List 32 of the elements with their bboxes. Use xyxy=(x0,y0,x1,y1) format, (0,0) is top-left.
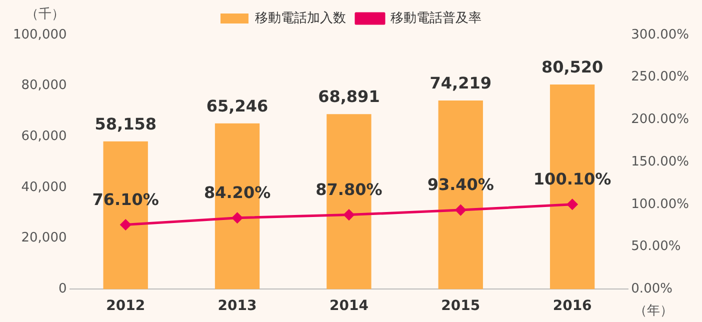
x-tick-label: 2012 xyxy=(106,298,146,314)
legend-label: 移動電話普及率 xyxy=(390,10,482,26)
y2-tick-label: 250.00% xyxy=(631,70,690,85)
y-tick-label: 80,000 xyxy=(21,78,67,94)
point xyxy=(120,219,131,230)
point xyxy=(232,212,243,224)
y-tick-label: 100,000 xyxy=(12,27,67,42)
y-axis-title: （千） xyxy=(26,6,64,22)
data-label: 68,891 xyxy=(318,87,380,106)
point xyxy=(567,199,578,210)
y2-tick-label: 150.00% xyxy=(631,154,690,170)
y-tick-label: 40,000 xyxy=(21,180,67,195)
point xyxy=(344,210,354,220)
y-tick-label: 60,000 xyxy=(21,129,67,144)
x-tick-label: 2015 xyxy=(441,298,480,314)
y2-tick-label: 50.00% xyxy=(631,239,681,254)
x-tick-label: 2013 xyxy=(218,298,257,314)
x-tick-label: 2014 xyxy=(329,298,369,314)
point xyxy=(455,204,466,216)
x-axis-title: （年） xyxy=(634,304,674,319)
data-label: 58,158 xyxy=(94,114,156,134)
x-tick-label: 2016 xyxy=(552,298,592,314)
y2-tick-label: 100.00% xyxy=(631,196,690,212)
data-label: 80,520 xyxy=(541,58,604,77)
y2-tick-label: 200.00% xyxy=(631,112,690,128)
data-label: 65,246 xyxy=(206,96,268,116)
y2-tick-label: 300.00% xyxy=(631,27,690,42)
data-label: 74,219 xyxy=(430,74,492,93)
y2-tick-label: 0.00% xyxy=(631,282,672,297)
y-tick-label: 20,000 xyxy=(21,230,67,246)
legend-label: 移動電話加入数 xyxy=(255,10,346,26)
y-tick-label: 0 xyxy=(58,282,67,297)
